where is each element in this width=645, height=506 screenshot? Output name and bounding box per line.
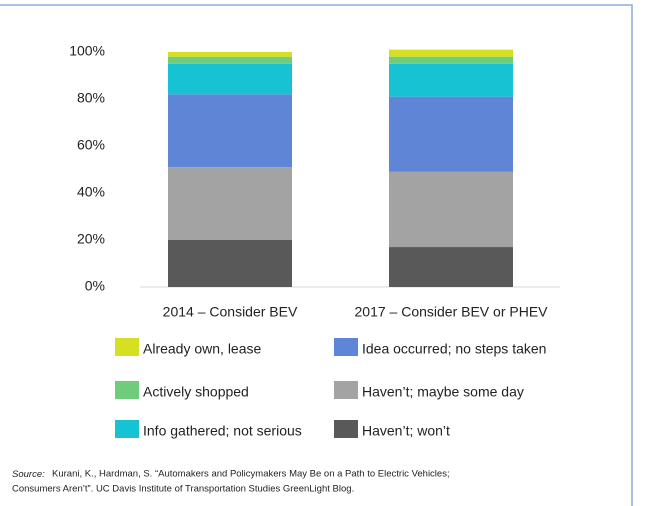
bar-segment — [168, 240, 292, 287]
x-tick-label: 2017 – Consider BEV or PHEV — [355, 304, 549, 320]
legend-label: Actively shopped — [143, 384, 249, 400]
legend-swatch — [115, 381, 139, 399]
legend-swatch — [334, 381, 358, 399]
source-label: Source: — [12, 469, 45, 480]
y-tick-label: 20% — [77, 231, 105, 247]
legend-label: Haven’t; maybe some day — [362, 384, 524, 400]
bar-segment — [389, 171, 513, 248]
legend-label: Already own, lease — [143, 341, 262, 357]
bar-segment — [389, 247, 513, 287]
legend-label: Haven’t; won’t — [362, 423, 450, 439]
source-line: Kurani, K., Hardman, S. “Automakers and … — [52, 469, 450, 480]
bar-segment — [168, 52, 292, 57]
legend-swatch — [334, 338, 358, 356]
legend-swatch — [115, 338, 139, 356]
bar-segment — [168, 94, 292, 168]
y-tick-label: 60% — [77, 137, 105, 153]
x-tick-label: 2014 – Consider BEV — [163, 304, 298, 320]
y-tick-label: 80% — [77, 90, 105, 106]
y-tick-label: 100% — [69, 43, 105, 59]
source-line: Consumers Aren’t”. UC Davis Institute of… — [12, 484, 354, 495]
frame — [0, 4, 633, 506]
bar-segment — [168, 56, 292, 64]
legend-label: Idea occurred; no steps taken — [362, 341, 546, 357]
bar-segment — [168, 63, 292, 95]
legend-label: Info gathered; not serious — [143, 423, 302, 439]
bar-segment — [389, 96, 513, 172]
bar-segment — [389, 63, 513, 97]
bar-segment — [389, 49, 513, 57]
bar-segment — [168, 167, 292, 240]
legend-swatch — [115, 420, 139, 438]
source: Source: — [12, 469, 45, 480]
legend-swatch — [334, 420, 358, 438]
y-tick-label: 0% — [85, 278, 105, 294]
bar-segment — [389, 56, 513, 64]
y-tick-label: 40% — [77, 184, 105, 200]
